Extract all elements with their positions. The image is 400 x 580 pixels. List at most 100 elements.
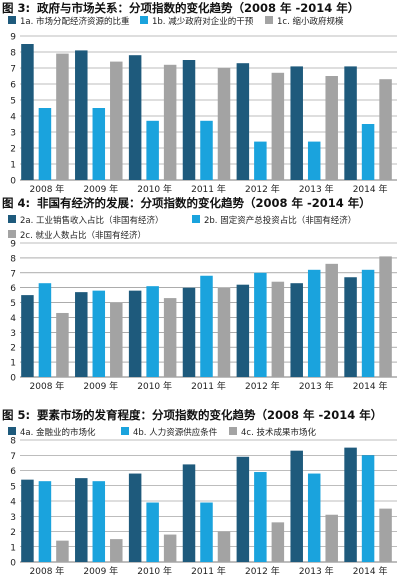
bar-fig3-s1-3: [200, 120, 213, 180]
x-tick-label: 2010 年: [137, 380, 172, 392]
chart-fig5-plot: 0 1 2 3 4 5 6 7 8 2008 年 2009 年 2010 年 2011 年 2012 年 2…: [10, 437, 397, 577]
bar-fig4-s2-1: [110, 302, 123, 377]
chart-fig4-title: 非国有经济的发展：分项指数的变化趋势（2008 年 -2014 年）: [37, 196, 371, 210]
bar-fig4-s2-5: [325, 263, 338, 377]
x-tick-label: 2013 年: [299, 380, 334, 392]
bar-fig4-s1-3: [200, 275, 213, 377]
y-tick-label: 5: [10, 299, 16, 309]
y-tick-label: 1: [10, 359, 16, 369]
chart-fig4-legend: 2a. 工业销售收入占比（非国有经济） 2b. 固定资产总投资占比（非国有经济）…: [8, 215, 356, 241]
chart-fig5-title: 要素市场的发育程度：分项指数的变化趋势（2008 年 -2014 年）: [37, 408, 382, 422]
legend-label: 4b. 人力资源供应条件: [133, 427, 218, 438]
x-tick-label: 2012 年: [245, 183, 280, 195]
y-tick-label: 6: [10, 81, 16, 91]
y-tick-label: 7: [10, 452, 16, 462]
y-tick-label: 0: [10, 559, 16, 569]
bar-fig5-s1-5: [307, 473, 321, 562]
legend-label: 2c. 就业人数占比（非国有经济）: [20, 230, 146, 241]
bar-fig5-s1-3: [200, 502, 213, 562]
legend-swatch: [229, 427, 237, 435]
y-tick-label: 2: [10, 528, 16, 538]
bar-fig5-s2-0: [56, 540, 69, 562]
x-tick-label: 2014 年: [353, 565, 388, 576]
legend-label: 4a. 金融业的市场化: [20, 427, 96, 438]
bar-fig3-s2-6: [379, 79, 392, 180]
bar-fig4-s0-6: [344, 277, 357, 377]
bar-fig4-s0-4: [236, 284, 250, 377]
x-tick-label: 2009 年: [83, 565, 118, 576]
bar-fig3-s1-1: [92, 108, 106, 180]
legend-swatch: [192, 215, 200, 223]
bar-fig3-s2-0: [56, 53, 69, 180]
x-tick-label: 2013 年: [299, 183, 334, 195]
bar-fig5-s2-3: [217, 531, 231, 562]
legend-label: 2b. 固定资产总投资占比（非国有经济）: [204, 215, 356, 226]
x-tick-label: 2012 年: [245, 380, 280, 392]
bar-fig5-s1-6: [361, 455, 375, 562]
y-tick-label: 5: [10, 97, 16, 107]
bar-fig5-s1-2: [146, 502, 159, 562]
y-tick-label: 8: [10, 437, 16, 447]
bar-fig4-s2-6: [379, 256, 392, 377]
bar-fig4-s0-0: [21, 295, 34, 377]
bar-fig5-s2-2: [163, 534, 177, 562]
y-tick-label: 7: [10, 269, 16, 279]
y-tick-label: 2: [10, 145, 16, 155]
bar-fig5-s0-1: [75, 478, 88, 562]
bar-fig4-s0-1: [75, 292, 88, 377]
bar-fig4-s1-4: [254, 272, 267, 377]
chart-fig4-plot: 0 1 2 3 4 5 6 7 8 9 2008 年 2009 年 2010 年 2011 年 2012 年…: [10, 240, 397, 392]
bar-fig5-s0-0: [21, 479, 34, 562]
x-tick-label: 2008 年: [30, 380, 65, 392]
bar-fig4-s0-3: [182, 287, 196, 377]
y-tick-label: 4: [10, 113, 16, 123]
x-tick-label: 2011 年: [191, 565, 226, 576]
bar-fig3-s0-0: [21, 44, 34, 180]
bar-fig4-s2-2: [163, 298, 177, 377]
legend-label: 2a. 工业销售收入占比（非国有经济）: [20, 215, 164, 226]
y-tick-label: 9: [10, 33, 16, 43]
y-tick-label: 0: [10, 374, 16, 384]
legend-swatch: [140, 16, 148, 24]
bar-fig3-s0-6: [344, 66, 357, 180]
legend-label: 1c. 缩小政府规模: [277, 16, 344, 27]
legend-swatch: [8, 230, 16, 238]
chart-fig4: 图 4: 非国有经济的发展：分项指数的变化趋势（2008 年 -2014 年） …: [2, 196, 397, 392]
legend-swatch: [8, 16, 16, 24]
legend-label: 1a. 市场分配经济资源的比重: [20, 16, 130, 27]
y-tick-label: 7: [10, 65, 16, 75]
bar-fig4-s2-0: [56, 312, 69, 377]
bar-fig3-s2-2: [163, 64, 177, 180]
x-tick-label: 2012 年: [245, 565, 280, 576]
y-tick-label: 4: [10, 498, 16, 508]
bar-fig5-s2-4: [271, 522, 285, 562]
x-tick-label: 2010 年: [137, 565, 172, 576]
y-tick-label: 1: [10, 161, 16, 171]
y-tick-label: 0: [10, 177, 16, 187]
y-tick-label: 8: [10, 254, 16, 264]
y-tick-label: 8: [10, 49, 16, 59]
legend-swatch: [8, 427, 16, 435]
bar-fig5-s2-6: [379, 508, 392, 562]
bar-fig5-s1-4: [254, 472, 267, 562]
x-tick-label: 2009 年: [83, 380, 118, 392]
bar-fig5-s0-6: [344, 447, 357, 562]
x-tick-label: 2014 年: [353, 380, 388, 392]
bar-fig3-s2-5: [325, 76, 338, 180]
bar-fig4-s1-5: [307, 269, 321, 377]
bar-fig5-s0-4: [236, 456, 250, 562]
y-tick-label: 4: [10, 314, 16, 324]
bar-fig3-s1-0: [38, 108, 52, 180]
bar-fig4-s0-2: [128, 290, 142, 377]
y-tick-label: 6: [10, 467, 16, 477]
chart-fig3: 图 3: 政府与市场关系：分项指数的变化趋势（2008 年 -2014 年） 1…: [2, 1, 397, 195]
chart-fig5-legend: 4a. 金融业的市场化 4b. 人力资源供应条件 4c. 技术成果市场化: [8, 427, 316, 438]
y-tick-label: 5: [10, 482, 16, 492]
bar-fig5-s2-5: [325, 514, 338, 562]
chart-fig5-title-prefix: 图 5:: [2, 408, 30, 422]
y-tick-label: 3: [10, 513, 16, 523]
chart-fig3-legend: 1a. 市场分配经济资源的比重 1b. 减少政府对企业的干预 1c. 缩小政府规…: [8, 16, 344, 27]
y-tick-label: 2: [10, 344, 16, 354]
bar-fig3-s0-5: [290, 66, 303, 180]
